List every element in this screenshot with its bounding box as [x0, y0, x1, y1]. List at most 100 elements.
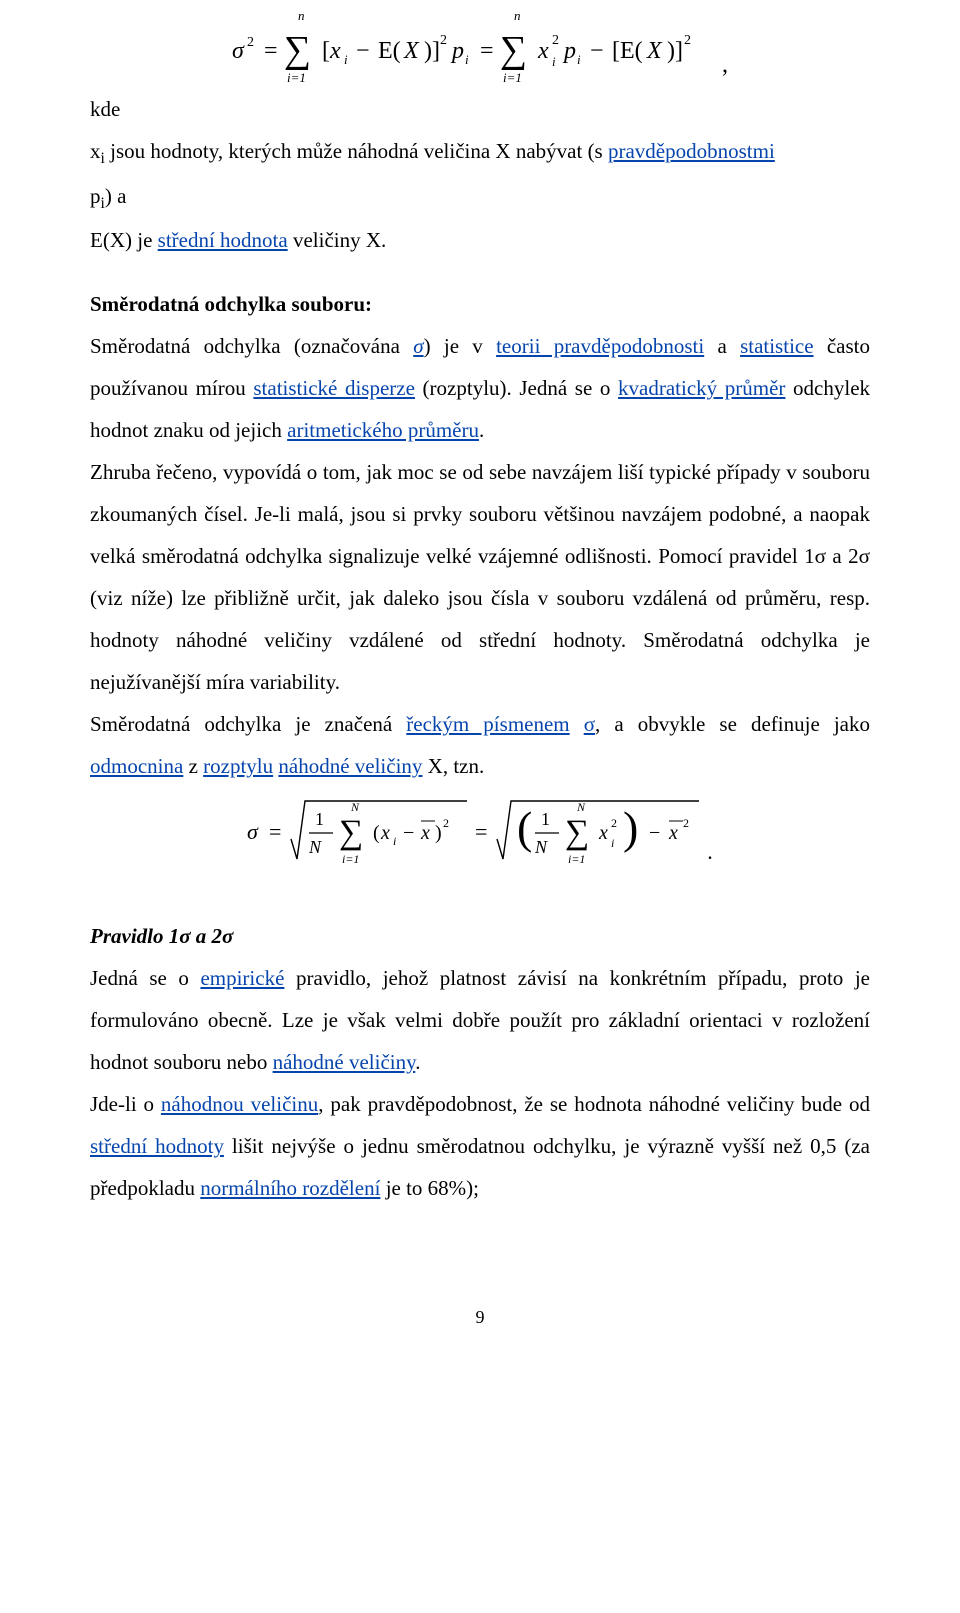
link-reckym-pismenem[interactable]: řeckým písmenem: [406, 712, 569, 736]
para-kde-line4: E(X) je střední hodnota veličiny X.: [90, 219, 870, 261]
svg-text:2: 2: [552, 33, 559, 48]
page-number: 9: [90, 1299, 870, 1335]
svg-text:i: i: [552, 54, 556, 69]
heading-smerodatna-odchylka: Směrodatná odchylka souboru:: [90, 283, 870, 325]
p4-d: z: [183, 754, 203, 778]
svg-text:i: i: [393, 834, 396, 848]
svg-text:)]: )]: [424, 38, 440, 64]
link-normalniho-rozdeleni[interactable]: normálního rozdělení: [200, 1176, 380, 1200]
p4-f: X, tzn.: [422, 754, 484, 778]
svg-text:x: x: [668, 822, 678, 844]
svg-text:i: i: [344, 52, 348, 67]
svg-text:∑: ∑: [284, 29, 311, 71]
svg-text:x: x: [380, 822, 390, 844]
svg-text:n: n: [514, 10, 521, 23]
svg-text:N: N: [576, 800, 586, 814]
p6-d: je to 68%);: [380, 1176, 479, 1200]
link-nahodnou-velicinu[interactable]: náhodnou veličinu: [161, 1092, 318, 1116]
formula2-period: .: [707, 839, 713, 864]
p2-e: (rozptylu). Jedná se o: [415, 376, 618, 400]
svg-text:): ): [435, 822, 442, 844]
formula2-svg: σ = 1 N N ∑ i=1 ( x i − x ) 2: [247, 793, 707, 871]
svg-text:i=1: i=1: [503, 70, 522, 85]
link-empiricke[interactable]: empirické: [200, 966, 284, 990]
svg-text:2: 2: [443, 816, 449, 830]
svg-text:x: x: [329, 38, 341, 64]
svg-text:2: 2: [683, 816, 689, 830]
para-explanation: Zhruba řečeno, vypovídá o tom, jak moc s…: [90, 451, 870, 703]
svg-text:x: x: [537, 38, 549, 64]
kde-label: kde: [90, 88, 870, 130]
svg-text:∑: ∑: [565, 814, 589, 851]
formula1-comma: ,: [722, 52, 728, 78]
link-pravdepodobnostmi[interactable]: pravděpodobnostmi: [608, 139, 775, 163]
pi-p: p: [90, 184, 101, 208]
p2-b: ) je v: [424, 334, 497, 358]
p6-b: , pak pravděpodobnost, že se hodnota náh…: [318, 1092, 870, 1116]
svg-text:E(: E(: [378, 38, 401, 64]
svg-text:N: N: [534, 837, 548, 857]
xi-x: x: [90, 139, 101, 163]
svg-text:2: 2: [611, 816, 617, 830]
svg-text:σ: σ: [247, 819, 259, 844]
svg-text:∑: ∑: [500, 29, 527, 71]
svg-text:=: =: [264, 38, 278, 64]
svg-text:i: i: [577, 52, 581, 67]
p2-g: .: [479, 418, 484, 442]
svg-text:[E(: [E(: [612, 38, 643, 64]
svg-text:x: x: [598, 822, 608, 844]
link-statisticke-disperze[interactable]: statistické disperze: [253, 376, 415, 400]
svg-text:N: N: [350, 800, 360, 814]
link-statistice[interactable]: statistice: [740, 334, 813, 358]
svg-text:x: x: [420, 822, 430, 844]
para-definition2: Směrodatná odchylka je značená řeckým pí…: [90, 703, 870, 787]
link-sigma-2[interactable]: σ: [584, 712, 595, 736]
svg-text:)]: )]: [667, 38, 683, 64]
svg-text:p: p: [450, 38, 464, 64]
link-nahodne-veliciny-1[interactable]: náhodné veličiny: [278, 754, 422, 778]
p5-c: .: [415, 1050, 420, 1074]
para-nahodnou-velicinu: Jde-li o náhodnou veličinu, pak pravděpo…: [90, 1083, 870, 1209]
link-kvadraticky-prumer[interactable]: kvadratický průměr: [618, 376, 785, 400]
p2-c: a: [704, 334, 740, 358]
svg-text:−: −: [356, 38, 370, 64]
svg-text:=: =: [269, 819, 281, 844]
svg-text:2: 2: [684, 33, 691, 48]
para-empiricke: Jedná se o empirické pravidlo, jehož pla…: [90, 957, 870, 1083]
svg-text:N: N: [308, 837, 322, 857]
link-nahodne-veliciny-2[interactable]: náhodné veličiny: [273, 1050, 416, 1074]
link-stredni-hodnoty[interactable]: střední hodnoty: [90, 1134, 224, 1158]
para-kde-line2: xi jsou hodnoty, kterých může náhodná ve…: [90, 130, 870, 175]
p5-a: Jedná se o: [90, 966, 200, 990]
svg-text:=: =: [475, 819, 487, 844]
svg-text:X: X: [646, 38, 663, 64]
svg-text:X: X: [403, 38, 420, 64]
link-teorii-pravdepodobnosti[interactable]: teorii pravděpodobnosti: [496, 334, 704, 358]
p4-c: , a obvykle se definuje jako: [595, 712, 870, 736]
svg-text:(: (: [373, 822, 380, 844]
svg-text:2: 2: [247, 35, 254, 50]
svg-text:i: i: [611, 836, 614, 850]
svg-text:n: n: [298, 10, 305, 23]
link-stredni-hodnota[interactable]: střední hodnota: [158, 228, 288, 252]
svg-text:i=1: i=1: [568, 852, 585, 866]
svg-text:1: 1: [541, 809, 550, 829]
svg-text:): ): [623, 802, 638, 853]
svg-text:−: −: [649, 822, 660, 844]
link-sigma-1[interactable]: σ: [413, 334, 423, 358]
ex-text-b: veličiny X.: [288, 228, 387, 252]
link-odmocnina[interactable]: odmocnina: [90, 754, 183, 778]
svg-text:∑: ∑: [339, 814, 363, 851]
heading-pravidlo: Pravidlo 1σ a 2σ: [90, 915, 870, 957]
svg-text:−: −: [590, 38, 604, 64]
svg-text:i: i: [465, 52, 469, 67]
svg-text:[: [: [322, 38, 330, 64]
link-aritmetickeho-prumeru[interactable]: aritmetického průměru: [287, 418, 479, 442]
svg-text:i=1: i=1: [342, 852, 359, 866]
link-rozptylu[interactable]: rozptylu: [203, 754, 273, 778]
svg-text:=: =: [480, 38, 494, 64]
svg-text:p: p: [562, 38, 576, 64]
pi-text: ) a: [105, 184, 127, 208]
p2-a: Směrodatná odchylka (označována: [90, 334, 413, 358]
formula-stddev: σ = 1 N N ∑ i=1 ( x i − x ) 2: [90, 793, 870, 871]
